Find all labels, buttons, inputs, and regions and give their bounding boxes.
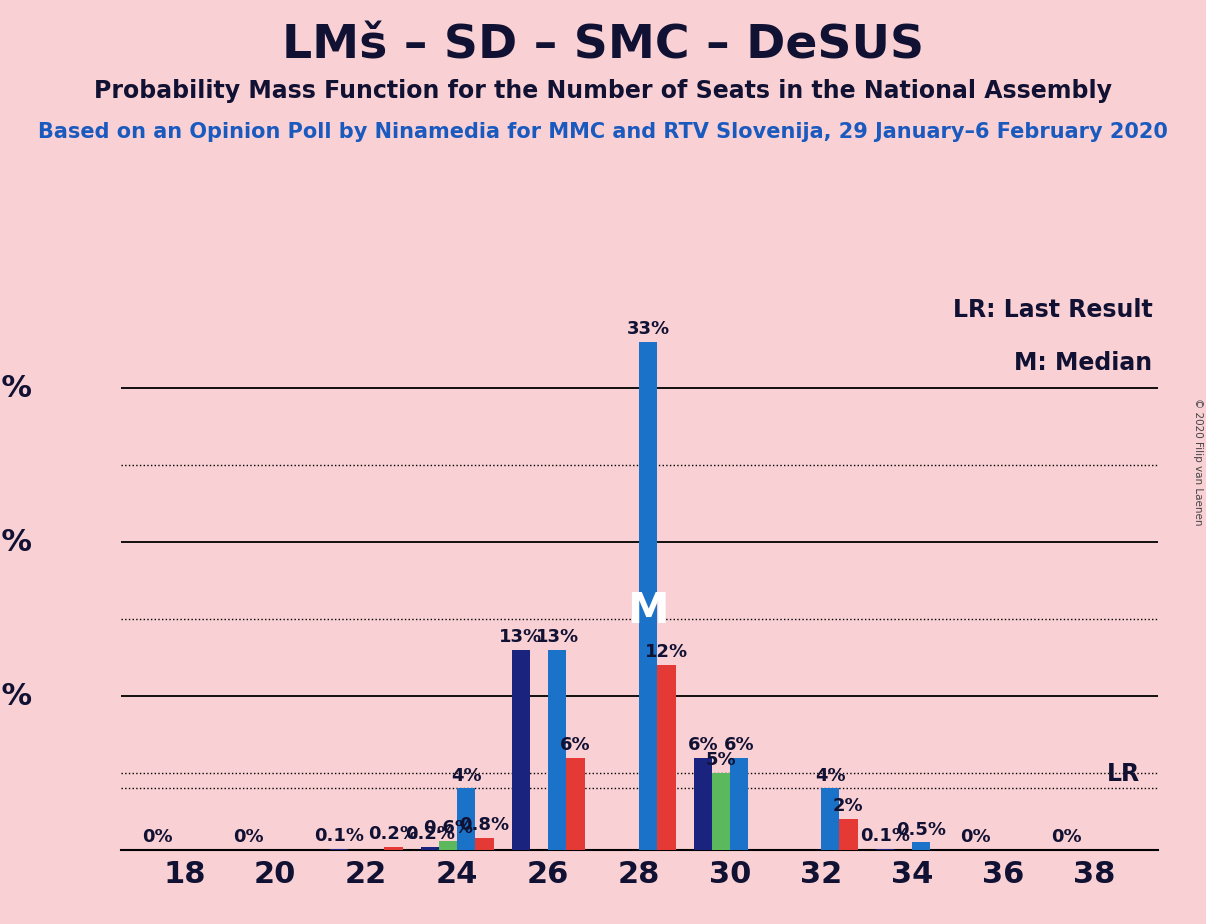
Text: 4%: 4%: [451, 767, 481, 784]
Text: 0%: 0%: [233, 828, 263, 846]
Text: 0.6%: 0.6%: [423, 819, 473, 837]
Text: © 2020 Filip van Laenen: © 2020 Filip van Laenen: [1193, 398, 1202, 526]
Bar: [912, 843, 930, 850]
Text: M: Median: M: Median: [1014, 351, 1153, 375]
Text: Based on an Opinion Poll by Ninamedia for MMC and RTV Slovenija, 29 January–6 Fe: Based on an Opinion Poll by Ninamedia fo…: [39, 122, 1167, 142]
Bar: [876, 848, 894, 850]
Bar: [693, 758, 712, 850]
Text: 2%: 2%: [833, 797, 863, 816]
Text: 33%: 33%: [627, 320, 669, 338]
Text: 0.1%: 0.1%: [860, 827, 909, 845]
Bar: [511, 650, 529, 850]
Bar: [639, 342, 657, 850]
Text: LMš – SD – SMC – DeSUS: LMš – SD – SMC – DeSUS: [282, 23, 924, 68]
Text: 20%: 20%: [0, 528, 33, 556]
Text: 6%: 6%: [687, 736, 719, 754]
Text: 0.1%: 0.1%: [314, 827, 364, 845]
Text: 0%: 0%: [1052, 828, 1082, 846]
Text: 0.2%: 0.2%: [369, 825, 418, 843]
Bar: [657, 665, 675, 850]
Text: LR: Last Result: LR: Last Result: [953, 298, 1153, 322]
Text: 0.2%: 0.2%: [405, 825, 455, 843]
Text: M: M: [627, 590, 669, 632]
Text: 0%: 0%: [960, 828, 991, 846]
Bar: [549, 650, 567, 850]
Bar: [421, 847, 439, 850]
Text: 6%: 6%: [724, 736, 755, 754]
Text: 12%: 12%: [645, 643, 689, 662]
Text: 6%: 6%: [560, 736, 591, 754]
Bar: [385, 847, 403, 850]
Text: 5%: 5%: [706, 751, 737, 769]
Bar: [475, 838, 493, 850]
Text: 13%: 13%: [535, 628, 579, 646]
Bar: [730, 758, 749, 850]
Bar: [330, 848, 349, 850]
Bar: [712, 773, 730, 850]
Text: 13%: 13%: [499, 628, 543, 646]
Bar: [839, 820, 857, 850]
Text: 0%: 0%: [141, 828, 172, 846]
Text: 0.8%: 0.8%: [459, 816, 510, 833]
Bar: [457, 788, 475, 850]
Text: LR: LR: [1106, 762, 1140, 786]
Text: Probability Mass Function for the Number of Seats in the National Assembly: Probability Mass Function for the Number…: [94, 79, 1112, 103]
Text: 10%: 10%: [0, 682, 33, 711]
Text: 30%: 30%: [0, 373, 33, 403]
Text: 4%: 4%: [815, 767, 845, 784]
Bar: [439, 841, 457, 850]
Bar: [567, 758, 585, 850]
Bar: [821, 788, 839, 850]
Text: 0.5%: 0.5%: [896, 821, 947, 839]
